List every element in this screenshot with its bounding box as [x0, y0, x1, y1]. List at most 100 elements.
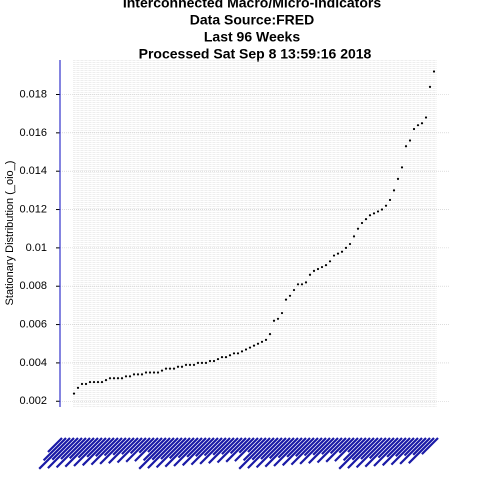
point [72, 392, 76, 395]
point [340, 250, 344, 253]
point [232, 352, 236, 355]
x-label-scribble [173, 437, 203, 467]
point [240, 350, 244, 353]
point [248, 346, 252, 349]
x-label-scribble [277, 437, 299, 459]
point [92, 380, 96, 384]
x-label-scribble [164, 437, 195, 468]
x-label-scribble [147, 437, 163, 453]
x-label-scribble [151, 437, 175, 461]
x-label-scribble [364, 437, 395, 468]
point [128, 375, 132, 378]
x-label-scribble [138, 437, 155, 454]
x-label-scribble [181, 437, 211, 467]
point [116, 377, 120, 380]
x-label-scribble [177, 437, 199, 459]
point [312, 269, 316, 272]
x-label-scribble [116, 437, 143, 464]
x-label-scribble [412, 437, 431, 456]
x-label-scribble [308, 437, 335, 464]
x-label-scribble [73, 437, 103, 467]
point [76, 386, 80, 389]
point [88, 380, 92, 384]
point [188, 363, 192, 366]
x-label-scribble [155, 437, 187, 469]
x-label-scribble [281, 437, 311, 467]
chart-title-line: Last 96 Weeks [204, 29, 300, 45]
x-label-scribble [247, 437, 263, 453]
point [380, 208, 384, 211]
x-label-scribble [351, 437, 375, 461]
point [320, 265, 324, 269]
point [280, 311, 284, 315]
x-label-scribble [316, 437, 343, 464]
x-label-scribble [347, 437, 363, 453]
x-label-scribble [77, 437, 99, 459]
point [392, 189, 396, 192]
point [136, 373, 140, 376]
y-tick-label: 0.016 [19, 127, 47, 139]
point [172, 367, 176, 370]
x-label-scribble [347, 437, 379, 469]
x-label-scribble [216, 437, 243, 464]
point [212, 359, 216, 363]
y-tick-label: 0.014 [19, 165, 47, 177]
x-label-scribble [195, 437, 215, 457]
x-label-scribble [103, 437, 123, 457]
x-label-scribble [403, 437, 423, 457]
point [120, 377, 124, 380]
point [148, 371, 152, 374]
point [368, 214, 372, 217]
point [424, 116, 428, 119]
x-label-scribble [55, 437, 87, 469]
point [160, 369, 164, 372]
x-label-scribble [64, 437, 95, 468]
point [428, 85, 432, 88]
point [348, 242, 352, 246]
x-label-scribble [86, 437, 107, 458]
point [156, 371, 160, 374]
point [184, 363, 188, 366]
point [308, 273, 312, 276]
x-label-scribble [221, 437, 239, 455]
point [168, 367, 172, 370]
point [396, 177, 400, 180]
point [344, 246, 348, 249]
point [236, 352, 240, 355]
x-label-scribble [334, 437, 359, 462]
x-label-scribble [299, 437, 327, 465]
point [356, 227, 360, 230]
x-label-scribble [229, 437, 247, 455]
point [108, 377, 112, 380]
point [132, 373, 136, 376]
x-label-scribble [295, 437, 315, 457]
point [292, 288, 296, 292]
x-label-scribble [121, 437, 139, 455]
point [336, 252, 340, 255]
x-label-scribble [112, 437, 131, 456]
y-tick-label: 0.012 [19, 203, 47, 215]
x-label-scribble [321, 437, 339, 455]
x-label-scribble [147, 437, 179, 469]
x-label-scribble [160, 437, 183, 460]
x-label-scribble [342, 437, 367, 462]
point [252, 344, 256, 347]
x-label-scribble [408, 437, 435, 464]
point [408, 139, 412, 142]
x-label-scribble [47, 437, 79, 469]
point [268, 333, 272, 336]
x-label-scribble [42, 437, 67, 462]
x-label-scribble [212, 437, 231, 456]
point [284, 298, 288, 301]
chart-title-line: Data Source:FRED [190, 12, 314, 28]
y-tick-label: 0.004 [19, 357, 47, 369]
x-label-scribble [90, 437, 119, 466]
point [220, 356, 224, 359]
point [244, 348, 248, 351]
x-label-scribble [421, 437, 439, 455]
x-label-scribble [68, 437, 91, 460]
chart-title-line: Interconnected Macro/Micro-Indicators [123, 0, 381, 11]
point [180, 365, 184, 368]
x-label-scribble [338, 437, 355, 454]
point [144, 371, 148, 374]
